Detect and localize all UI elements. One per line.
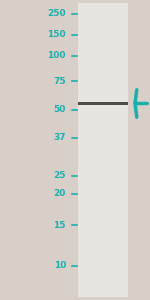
Text: 10: 10: [54, 261, 66, 270]
Text: 100: 100: [48, 51, 66, 60]
Text: 25: 25: [54, 171, 66, 180]
Bar: [78, 3, 128, 297]
Text: 15: 15: [54, 220, 66, 230]
Text: 50: 50: [54, 105, 66, 114]
Text: 150: 150: [47, 30, 66, 39]
Text: 20: 20: [54, 189, 66, 198]
Text: 37: 37: [53, 134, 66, 142]
Text: 250: 250: [47, 9, 66, 18]
Text: 75: 75: [53, 76, 66, 85]
Bar: [78, 101, 128, 105]
